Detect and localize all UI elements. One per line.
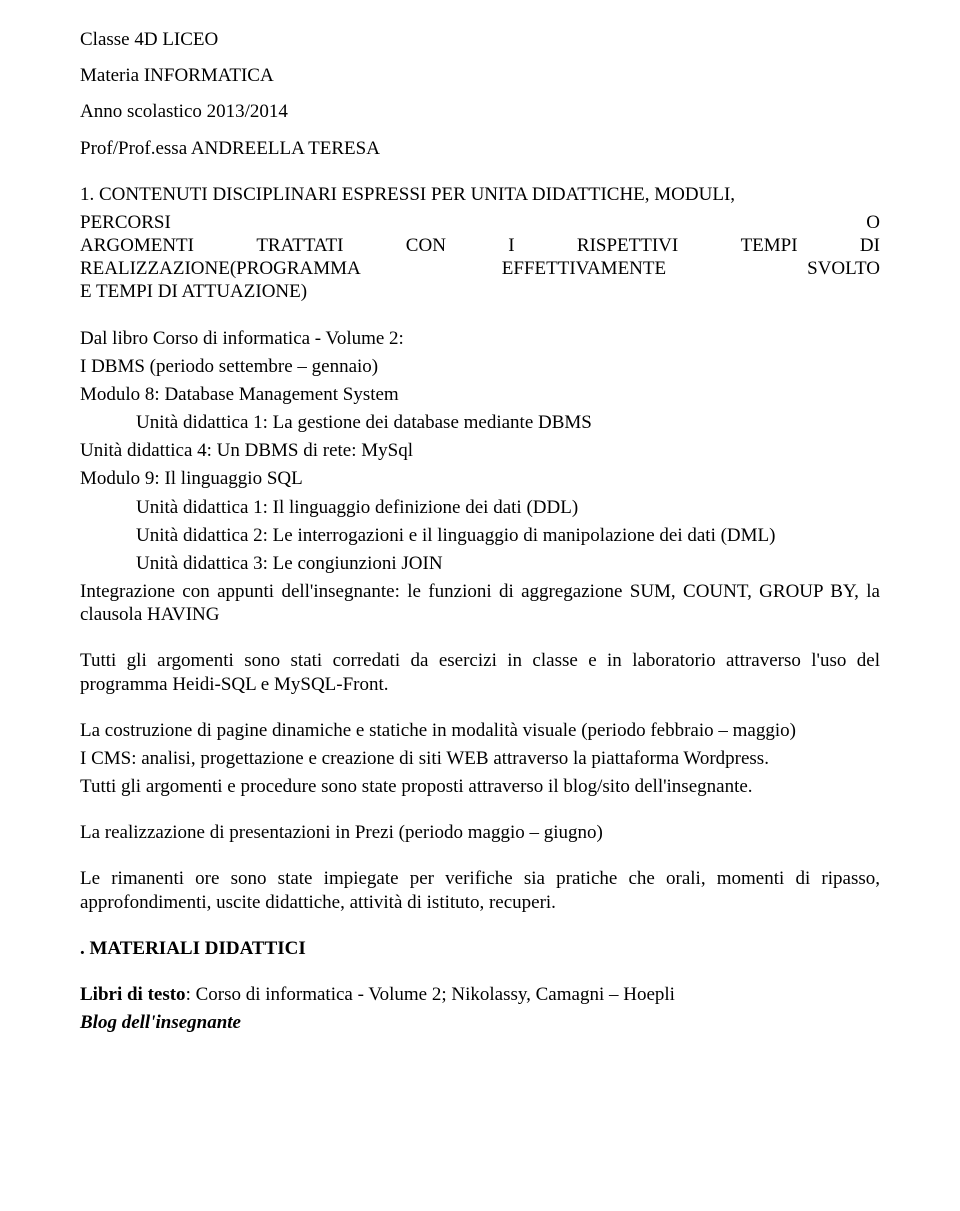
textbook-line: Libri di testo: Corso di informatica - V… (80, 983, 880, 1006)
integration-line: Integrazione con appunti dell'insegnante… (80, 580, 880, 626)
section1-title-row4: REALIZZAZIONE(PROGRAMMA EFFETTIVAMENTE S… (80, 257, 880, 280)
section1-title-row3-f: TEMPI (741, 234, 798, 257)
para-exercises: Tutti gli argomenti sono stati corredati… (80, 649, 880, 695)
section1-title-row3-a: ARGOMENTI (80, 234, 194, 257)
section1-title-row3-d: I (508, 234, 514, 257)
section1-title-row3-e: RISPETTIVI (577, 234, 678, 257)
source-line: Dal libro Corso di informatica - Volume … (80, 327, 880, 350)
section1-title-row2: PERCORSI O (80, 211, 880, 234)
body-line-4: Modulo 9: Il linguaggio SQL (80, 467, 880, 490)
body-indent-3: Unità didattica 2: Le interrogazioni e i… (80, 524, 880, 547)
section1-title-row1: 1. CONTENUTI DISCIPLINARI ESPRESSI PER U… (80, 183, 880, 206)
body-indent-4: Unità didattica 3: Le congiunzioni JOIN (80, 552, 880, 575)
section1-title-row3-b: TRATTATI (256, 234, 343, 257)
prof-line: Prof/Prof.essa ANDREELLA TERESA (80, 137, 880, 160)
section1-title-row2-b: O (866, 211, 880, 234)
para-prezi: La realizzazione di presentazioni in Pre… (80, 821, 880, 844)
textbook-label: Libri di testo (80, 984, 186, 1005)
year-line: Anno scolastico 2013/2014 (80, 100, 880, 123)
section1-title-row3: ARGOMENTI TRATTATI CON I RISPETTIVI TEMP… (80, 234, 880, 257)
body-line-2: Modulo 8: Database Management System (80, 383, 880, 406)
body-line-3: Unità didattica 4: Un DBMS di rete: MySq… (80, 439, 880, 462)
class-line: Classe 4D LICEO (80, 28, 880, 51)
section1-title-row2-a: PERCORSI (80, 211, 171, 234)
body-indent-2: Unità didattica 1: Il linguaggio definiz… (80, 496, 880, 519)
textbook-value: : Corso di informatica - Volume 2; Nikol… (186, 984, 675, 1005)
section1-title-row4-b: EFFETTIVAMENTE (502, 257, 666, 280)
para-cms-2: I CMS: analisi, progettazione e creazion… (80, 747, 880, 770)
section1-title-row4-c: SVOLTO (807, 257, 880, 280)
para-cms-3: Tutti gli argomenti e procedure sono sta… (80, 775, 880, 798)
subject-line: Materia INFORMATICA (80, 64, 880, 87)
section1-title-row3-c: CON (406, 234, 446, 257)
para-cms-1: La costruzione di pagine dinamiche e sta… (80, 719, 880, 742)
blog-line: Blog dell'insegnante (80, 1011, 880, 1034)
section1-title-row4-a: REALIZZAZIONE(PROGRAMMA (80, 257, 361, 280)
section1-title-row5: E TEMPI DI ATTUAZIONE) (80, 280, 880, 303)
section1-title-row3-g: DI (860, 234, 880, 257)
para-rest: Le rimanenti ore sono state impiegate pe… (80, 867, 880, 913)
body-indent-1: Unità didattica 1: La gestione dei datab… (80, 411, 880, 434)
section2-title: . MATERIALI DIDATTICI (80, 937, 880, 960)
body-line-1: I DBMS (periodo settembre – gennaio) (80, 355, 880, 378)
